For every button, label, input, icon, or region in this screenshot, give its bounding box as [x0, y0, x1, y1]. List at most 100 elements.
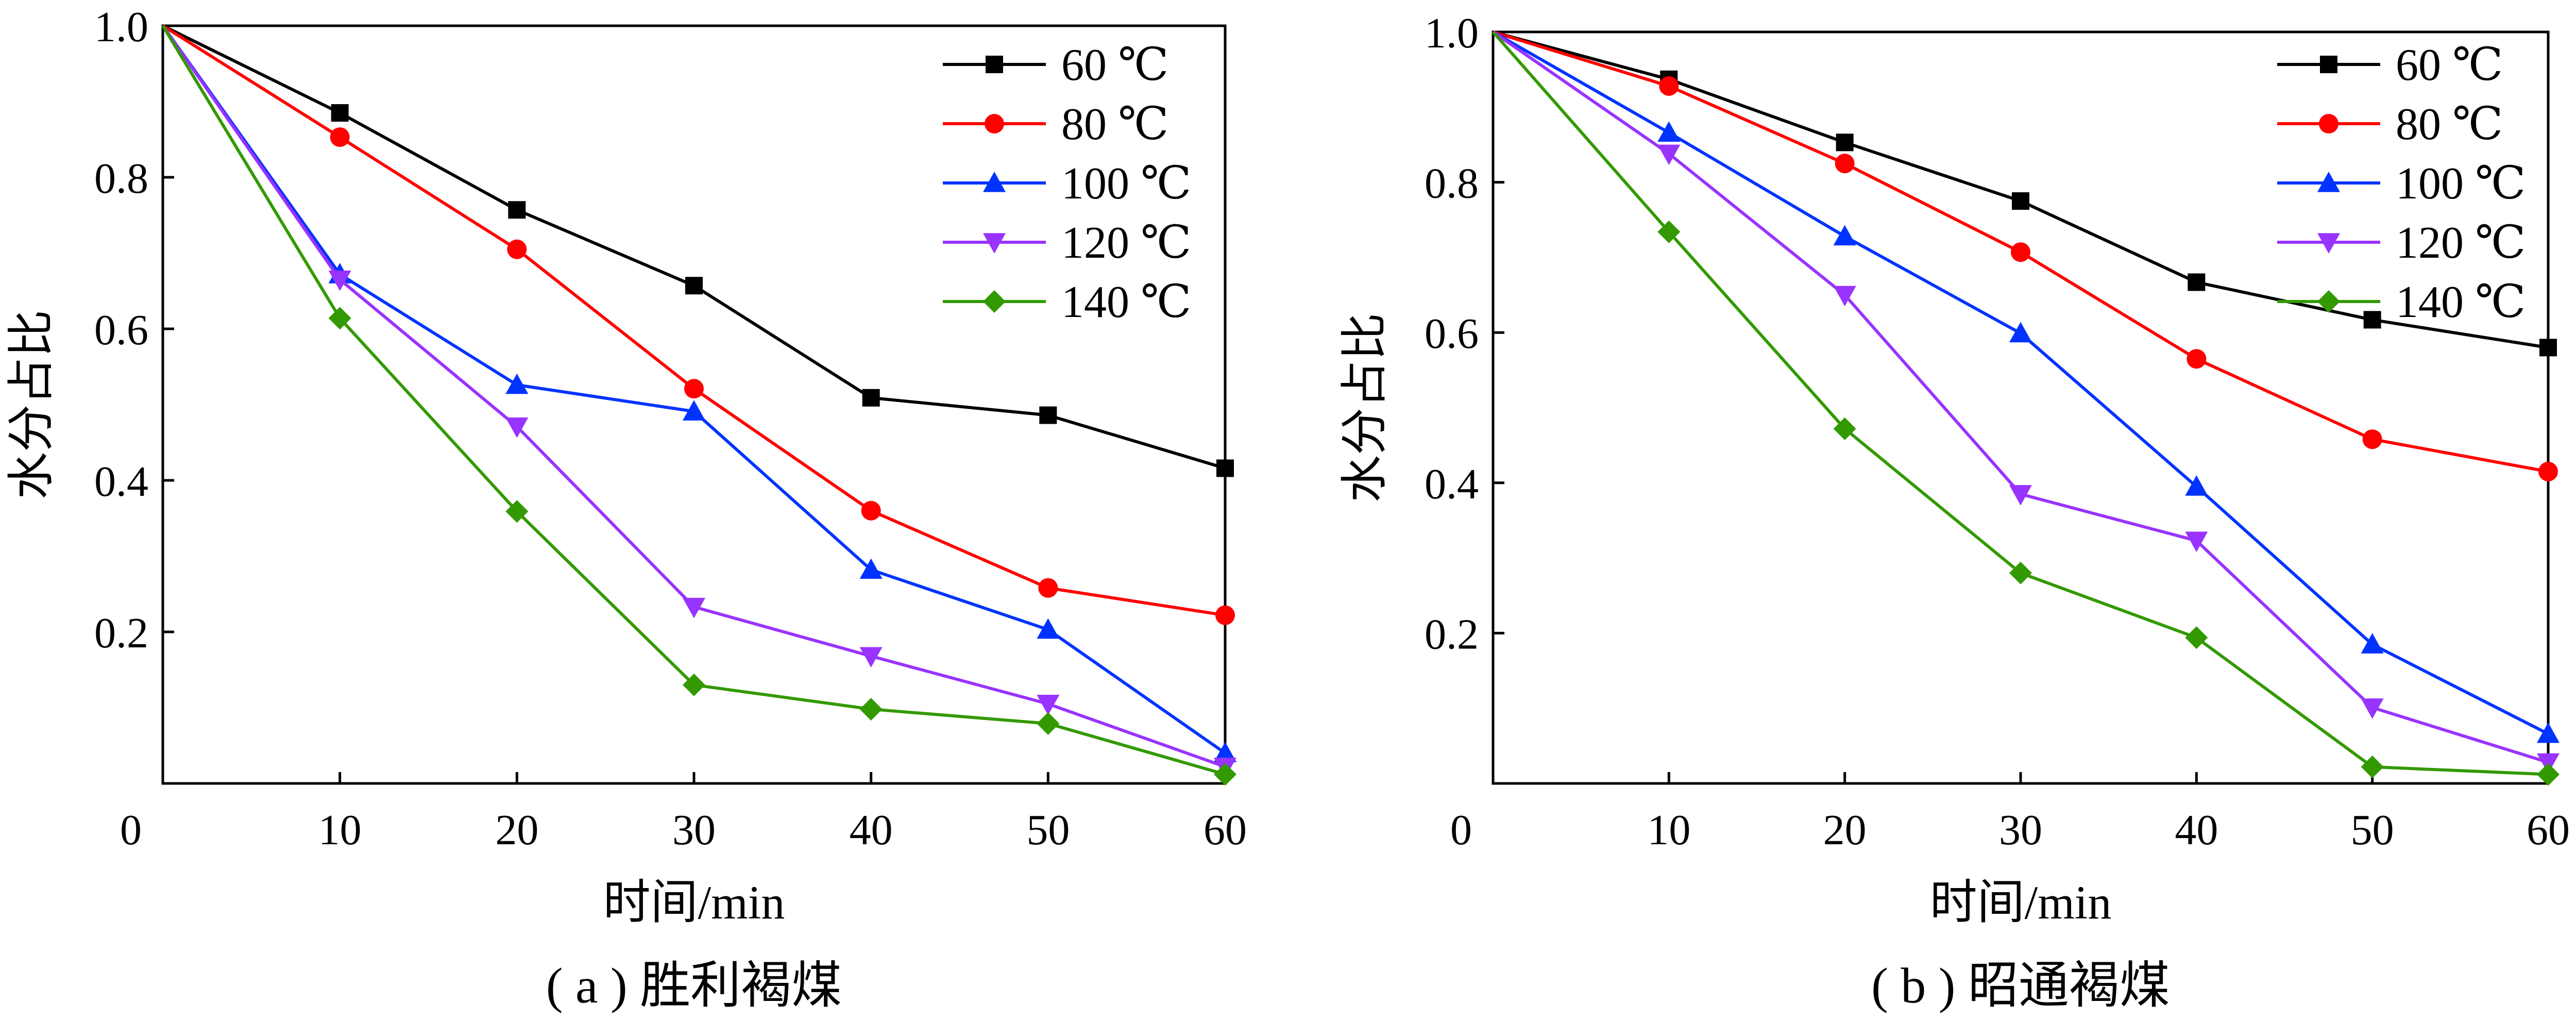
data-point: [859, 647, 883, 668]
legend-label: 60 ℃: [2396, 40, 2503, 90]
data-point: [684, 379, 704, 399]
x-tick-label: 30: [1999, 806, 2042, 854]
panel-caption: ( a ) 胜利褐煤: [546, 958, 842, 1014]
data-point: [2361, 633, 2384, 654]
data-point: [1215, 605, 1235, 625]
y-tick-label: 1.0: [1425, 9, 1479, 57]
panel-b: 0 10 20 30 40 50 60 0.2 0.4 0.6 0.8 1.0 时间/min 水分占比 ( …: [1338, 9, 2570, 1014]
data-point: [2362, 429, 2382, 449]
data-point: [328, 307, 351, 330]
y-tick-label: 1.0: [94, 3, 148, 51]
data-point: [859, 558, 883, 579]
data-point: [1216, 459, 1234, 477]
data-point: [1039, 406, 1057, 424]
data-point: [1835, 154, 1855, 174]
legend-label: 100 ℃: [2396, 159, 2526, 209]
data-point: [1657, 144, 1681, 165]
x-tick-label: 0: [120, 806, 142, 854]
legend-marker: [985, 114, 1004, 133]
y-tick-label: 0.4: [1425, 460, 1479, 508]
data-point: [685, 277, 703, 295]
legend-marker: [2317, 172, 2340, 192]
data-point: [505, 500, 529, 523]
x-tick-label: 50: [1026, 806, 1070, 854]
legend-label: 80 ℃: [1061, 99, 1168, 149]
x-tick-label: 10: [318, 806, 362, 854]
data-point: [2537, 763, 2560, 786]
legend-marker: [983, 233, 1006, 254]
y-tick-label: 0.2: [1425, 610, 1479, 658]
data-point: [862, 389, 880, 407]
data-point: [1214, 742, 1236, 762]
y-tick-label: 0.6: [94, 306, 148, 354]
data-point: [1836, 133, 1854, 152]
data-point: [2009, 485, 2032, 506]
plot-frame: [1492, 30, 2550, 785]
legend-label: 140 ℃: [2396, 277, 2526, 327]
data-point: [1214, 763, 1236, 786]
legend-label: 120 ℃: [2396, 218, 2526, 268]
x-axis-label: 时间/min: [603, 876, 785, 929]
data-point: [2538, 461, 2558, 481]
data-point: [683, 673, 705, 696]
data-point: [1833, 286, 1856, 307]
data-point: [507, 239, 527, 259]
data-point: [1833, 417, 1856, 440]
data-point: [2009, 561, 2032, 584]
legend-label: 60 ℃: [1061, 40, 1168, 90]
x-axis-label: 时间/min: [1930, 876, 2112, 929]
legend-marker: [986, 56, 1003, 73]
data-point: [508, 201, 526, 219]
legend-marker: [2319, 114, 2338, 133]
data-point: [683, 400, 705, 421]
data-point: [2188, 273, 2206, 291]
y-axis-label: 水分占比: [1338, 313, 1391, 503]
y-axis-label: 水分占比: [5, 310, 58, 499]
data-point: [1037, 618, 1060, 639]
data-point: [1833, 225, 1856, 246]
data-point: [1657, 121, 1681, 142]
data-point: [2187, 349, 2207, 369]
x-tick-label: 50: [2351, 806, 2394, 854]
data-point: [331, 104, 349, 122]
y-tick-label: 0.8: [1425, 160, 1479, 208]
data-point: [2011, 242, 2030, 262]
legend-label: 80 ℃: [2396, 99, 2503, 149]
data-point: [2537, 722, 2560, 743]
data-point: [1037, 712, 1060, 735]
data-point: [328, 270, 351, 291]
x-tick-label: 30: [672, 806, 716, 854]
data-point: [2185, 626, 2208, 649]
data-point: [2009, 322, 2032, 343]
legend-marker: [983, 290, 1006, 313]
x-tick-label: 0: [1450, 806, 1472, 854]
data-point: [2185, 475, 2208, 496]
series-line-100C: [1492, 30, 2549, 735]
y-tick-label: 0.2: [94, 609, 148, 657]
legend-marker: [983, 172, 1006, 192]
data-point: [1038, 578, 1058, 598]
data-point: [2361, 755, 2384, 778]
panel-a: 0 10 20 30 40 50 60 0.2 0.4 0.6 0.8 1.0 时间/min 水分占比 ( …: [5, 3, 1247, 1014]
y-tick-label: 0.4: [94, 458, 148, 506]
legend-marker: [2317, 290, 2340, 313]
data-point: [859, 697, 883, 721]
data-point: [861, 500, 881, 521]
data-point: [330, 127, 350, 147]
x-tick-label: 60: [1204, 806, 1247, 854]
data-point: [2361, 698, 2384, 719]
x-tick-label: 40: [2175, 806, 2218, 854]
data-point: [2012, 192, 2029, 210]
data-point: [505, 417, 529, 438]
data-point: [683, 597, 705, 618]
y-tick-label: 0.8: [94, 155, 148, 203]
x-tick-label: 20: [1823, 806, 1867, 854]
panel-caption: ( b ) 昭通褐煤: [1871, 958, 2170, 1014]
x-tick-label: 20: [495, 806, 538, 854]
legend-label: 120 ℃: [1061, 218, 1191, 268]
data-point: [1657, 220, 1681, 243]
x-tick-label: 40: [850, 806, 893, 854]
data-point: [2185, 531, 2208, 553]
